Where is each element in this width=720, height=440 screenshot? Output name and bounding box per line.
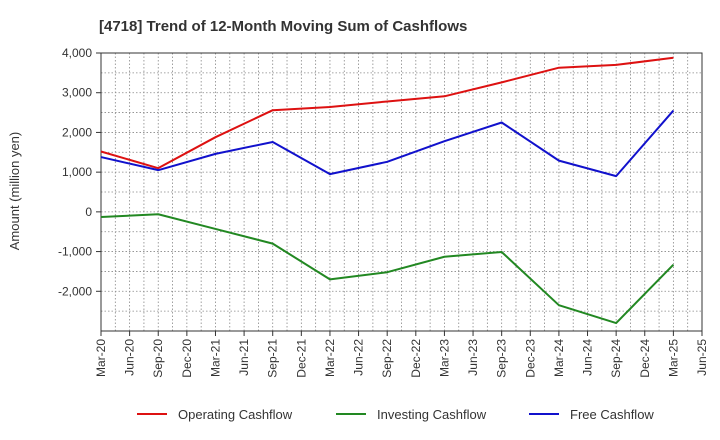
x-tick-label: Dec-20 [180,339,194,378]
x-tick-label: Jun-24 [581,339,595,376]
x-tick-label: Sep-23 [495,339,509,378]
y-tick-label: 3,000 [62,86,92,100]
investing-cashflow-line [100,213,675,325]
x-tick-label: Mar-24 [552,339,566,377]
x-tick-label: Sep-21 [266,339,280,378]
x-tick-label: Dec-24 [638,339,652,378]
y-tick-label: -1,000 [58,245,92,259]
y-tick-label: 2,000 [62,125,92,139]
x-tick-label: Jun-22 [352,339,366,376]
legend-label-investing-cashflow: Investing Cashflow [377,407,487,422]
x-tick-label: Jun-21 [237,339,251,376]
legend: Operating Cashflow Investing Cashflow Free… [137,407,654,422]
x-tick-label: Mar-23 [437,339,451,377]
series-lines [100,56,675,325]
x-tick-label: Mar-21 [208,339,222,377]
y-axis-label: Amount (million yen) [7,132,22,251]
chart-title: [4718] Trend of 12-Month Moving Sum of C… [99,18,467,35]
x-tick-label: Sep-20 [151,339,165,378]
x-tick-label: Jun-20 [123,339,137,376]
plot-area [100,52,703,332]
y-tick-label: -2,000 [58,284,92,298]
y-tick-label: 1,000 [62,165,92,179]
free-cashflow-line [100,109,675,178]
x-tick-label: Mar-20 [94,339,108,377]
x-tick-label: Jun-23 [466,339,480,376]
x-tick-label: Mar-22 [323,339,337,377]
x-tick-label: Sep-22 [380,339,394,378]
y-tick-label: 4,000 [62,46,92,60]
y-axis-ticks: 4,000 3,000 2,000 1,000 0 -1,000 -2,000 [58,46,101,298]
x-axis-ticks: Mar-20 Jun-20 Sep-20 Dec-20 Mar-21 Jun-21 Sep-… [94,331,709,378]
x-tick-label: Sep-24 [609,339,623,378]
y-tick-label: 0 [85,205,92,219]
legend-label-free-cashflow: Free Cashflow [570,407,654,422]
x-tick-label: Dec-23 [523,339,537,378]
legend-label-operating-cashflow: Operating Cashflow [178,407,293,422]
plot-grid [100,52,703,332]
operating-cashflow-line [100,56,674,170]
x-tick-label: Dec-22 [409,339,423,378]
x-tick-label: Dec-21 [294,339,308,378]
x-tick-label: Jun-25 [695,339,709,376]
x-tick-label: Mar-25 [666,339,680,377]
